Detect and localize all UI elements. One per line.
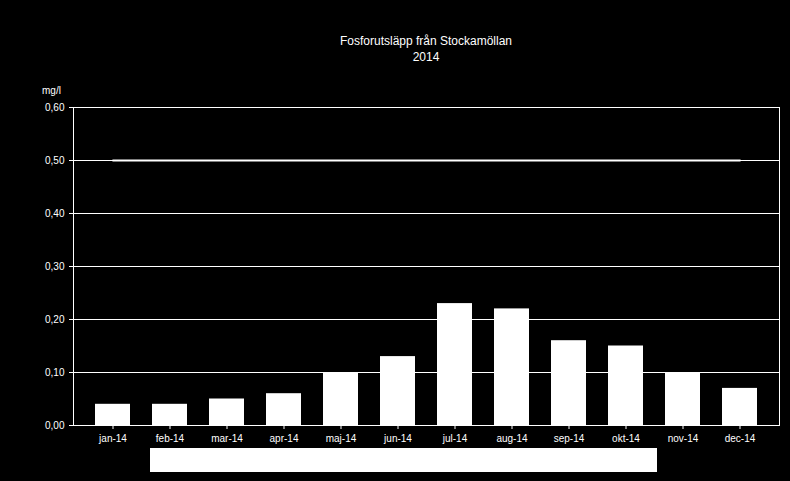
svg-text:mar-14: mar-14 (211, 433, 243, 444)
svg-text:sep-14: sep-14 (554, 433, 585, 444)
svg-text:0,00: 0,00 (45, 420, 65, 431)
svg-text:jun-14: jun-14 (383, 433, 412, 444)
svg-text:okt-14: okt-14 (612, 433, 640, 444)
svg-text:0,10: 0,10 (45, 367, 65, 378)
svg-text:nov-14: nov-14 (668, 433, 699, 444)
svg-text:apr-14: apr-14 (270, 433, 299, 444)
svg-text:feb-14: feb-14 (156, 433, 185, 444)
svg-text:jul-14: jul-14 (442, 433, 468, 444)
svg-text:0,40: 0,40 (45, 208, 65, 219)
svg-text:0,60: 0,60 (45, 102, 65, 113)
svg-text:0,30: 0,30 (45, 261, 65, 272)
svg-text:aug-14: aug-14 (496, 433, 528, 444)
html-text:Fosforutsläpp från Stockamölla: Fosforutsläpp från Stockamöllan (340, 34, 512, 48)
html-text:2014: 2014 (412, 50, 440, 64)
html-text:mg/l: mg/l (42, 85, 61, 96)
svg-text:0,50: 0,50 (45, 155, 65, 166)
svg-text:jan-14: jan-14 (98, 433, 127, 444)
svg-text:dec-14: dec-14 (725, 433, 756, 444)
svg-text:0,20: 0,20 (45, 314, 65, 325)
svg-text:maj-14: maj-14 (326, 433, 357, 444)
